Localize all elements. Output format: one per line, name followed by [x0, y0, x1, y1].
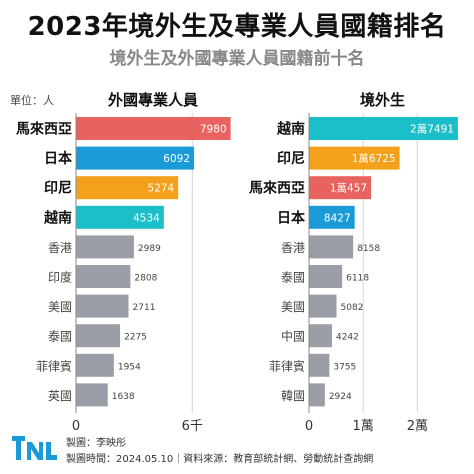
- unit-label: 單位：人: [10, 94, 54, 107]
- value-label: 6118: [346, 274, 369, 284]
- bar: [309, 235, 354, 259]
- category-label: 中國: [281, 329, 305, 344]
- category-label: 菲律賓: [269, 358, 305, 373]
- bar: [76, 205, 164, 229]
- category-label: 泰國: [281, 271, 305, 285]
- category-label: 香港: [48, 241, 72, 255]
- value-label: 1萬6725: [352, 152, 396, 165]
- category-label: 馬來西亞: [249, 180, 305, 197]
- value-label: 8158: [357, 244, 380, 254]
- source-text: 製圖時間：2024.05.10｜資料來源：教育部統計網、勞動統計查詢網: [66, 454, 374, 465]
- bar: [309, 353, 330, 377]
- bar: [76, 353, 114, 377]
- panel-title-students: 境外生: [360, 91, 406, 109]
- bar: [309, 265, 343, 288]
- x-tick-label: 2萬: [407, 419, 428, 434]
- value-label: 5274: [147, 183, 174, 195]
- category-label: 英國: [48, 389, 72, 403]
- bar: [76, 146, 195, 170]
- bar: [76, 383, 108, 407]
- bar: [309, 205, 355, 229]
- x-tick-label: 1萬: [353, 419, 374, 434]
- bar: [76, 117, 231, 140]
- category-label: 日本: [277, 209, 306, 226]
- bar: [309, 176, 372, 200]
- value-label: 3755: [333, 362, 356, 372]
- value-label: 2989: [138, 244, 161, 254]
- chart-title: 2023年境外生及專業人員國籍排名: [27, 12, 447, 42]
- value-label: 2275: [124, 333, 147, 343]
- chart-subtitle: 境外生及外國專業人員國籍前十名: [109, 49, 365, 69]
- x-tick-label: 6千: [182, 419, 203, 434]
- category-label: 印度: [48, 270, 72, 285]
- credit-text: 製圖：李映彤: [66, 438, 126, 449]
- value-label: 6092: [163, 153, 190, 165]
- value-label: 1萬457: [330, 182, 367, 195]
- value-label: 2711: [133, 303, 156, 313]
- category-label: 美國: [48, 300, 72, 314]
- value-label: 2萬7491: [410, 123, 454, 136]
- value-label: 4242: [336, 333, 359, 343]
- value-label: 5082: [341, 303, 364, 313]
- x-tick-label: 0: [305, 419, 313, 434]
- bar: [309, 117, 458, 140]
- value-label: 1638: [112, 392, 135, 402]
- value-label: 8427: [324, 212, 351, 224]
- bar: [309, 294, 337, 318]
- value-label: 7980: [200, 124, 227, 136]
- bar: [76, 235, 134, 259]
- category-label: 美國: [281, 300, 305, 314]
- bar: [309, 383, 325, 407]
- bar: [76, 176, 179, 200]
- category-label: 印尼: [44, 180, 72, 197]
- value-label: 2808: [134, 274, 157, 284]
- panel-title-professionals: 外國專業人員: [108, 91, 199, 109]
- value-label: 4534: [133, 212, 160, 224]
- tnl-logo-icon: [12, 436, 57, 460]
- category-label: 越南: [43, 209, 72, 226]
- category-label: 日本: [44, 150, 73, 167]
- category-label: 泰國: [48, 330, 72, 344]
- bar: [309, 146, 400, 170]
- bar: [309, 324, 332, 348]
- bar: [76, 294, 129, 318]
- category-label: 香港: [281, 241, 305, 255]
- category-label: 菲律賓: [36, 358, 72, 373]
- category-label: 馬來西亞: [16, 121, 72, 138]
- footer: 製圖：李映彤 製圖時間：2024.05.10｜資料來源：教育部統計網、勞動統計查…: [0, 432, 474, 474]
- category-label: 越南: [276, 121, 305, 138]
- category-label: 印尼: [277, 150, 305, 167]
- bar: [76, 324, 121, 348]
- value-label: 1954: [118, 362, 141, 372]
- category-label: 韓國: [281, 389, 305, 403]
- value-label: 2924: [329, 392, 352, 402]
- x-tick-label: 0: [72, 419, 80, 434]
- bar: [76, 265, 131, 288]
